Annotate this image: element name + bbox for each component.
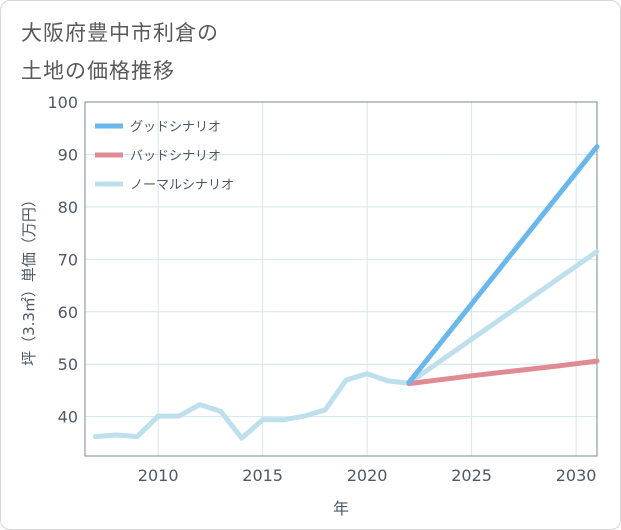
y-tick-label: 60 [58, 303, 78, 322]
series-line-normal [92, 249, 600, 441]
x-tick-label: 2015 [242, 466, 283, 485]
legend-label-good: グッドシナリオ [130, 120, 221, 135]
y-axis-title: 坪（3.3㎡）単価（万円） [20, 192, 38, 366]
y-tick-label: 70 [58, 250, 78, 269]
plot-border [84, 101, 598, 457]
y-tick-label: 100 [47, 93, 78, 112]
chart-title-line-1: 大阪府豊中市利倉の [21, 21, 219, 45]
legend-label-bad: バッドシナリオ [130, 149, 221, 164]
series-line-good [406, 144, 600, 386]
x-tick-label: 2020 [347, 466, 388, 485]
x-tick-label: 2025 [451, 466, 492, 485]
y-tick-label: 40 [58, 408, 78, 427]
x-tick-label: 2030 [556, 466, 597, 485]
plot-area [85, 102, 597, 456]
x-tick-label: 2010 [138, 466, 179, 485]
x-axis-title: 年 [333, 499, 349, 518]
series-line-bad [406, 358, 600, 387]
legend-label-normal: ノーマルシナリオ [130, 178, 234, 193]
y-tick-label: 50 [58, 355, 78, 374]
y-tick-label: 90 [58, 145, 78, 164]
chart-title-line-2: 土地の価格推移 [21, 59, 175, 83]
y-tick-label: 80 [58, 198, 78, 217]
